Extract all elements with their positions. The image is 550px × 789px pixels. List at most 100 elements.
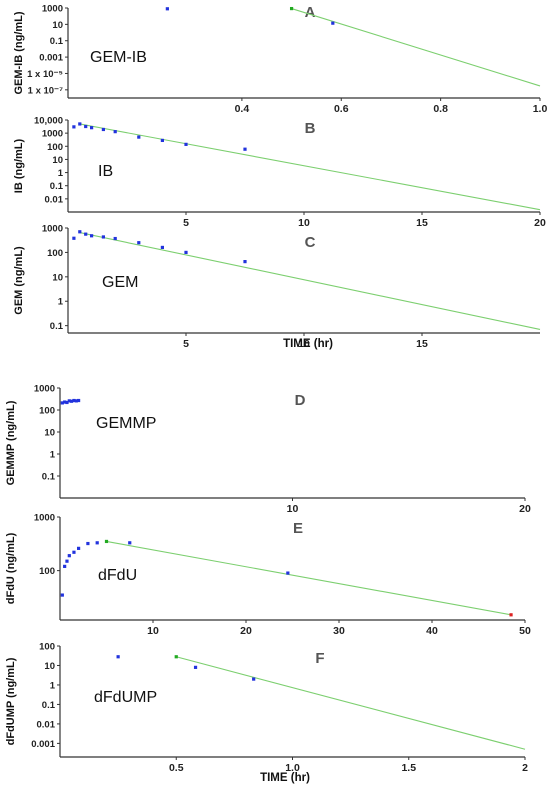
chart-panel-d: 1000 100 10 1 0.1 10 20 GEMMP (ng/mL) D GEMMP — [5, 384, 531, 516]
y-tick-label: 100 — [47, 142, 63, 153]
data-point — [72, 125, 76, 129]
x-tick-label: 5 — [183, 338, 189, 350]
fit-line — [176, 656, 526, 750]
y-tick-label: 0.1 — [50, 36, 64, 47]
x-tick-label: 40 — [426, 625, 438, 637]
data-point — [74, 399, 78, 403]
x-tick-label: 0.5 — [169, 762, 184, 774]
data-point — [60, 401, 64, 405]
data-point — [90, 234, 94, 238]
x-tick-label: 2 — [522, 762, 528, 774]
y-tick-label: 0.01 — [37, 719, 56, 730]
y-tick-label: 1 — [58, 297, 64, 308]
panel-letter: E — [293, 520, 303, 537]
data-point — [113, 130, 117, 134]
analyte-label: GEMMP — [96, 415, 156, 432]
x-tick-label: 10 — [147, 625, 159, 637]
data-point — [252, 677, 256, 681]
data-point — [84, 124, 88, 129]
y-tick-label: 100 — [39, 406, 55, 417]
data-point — [137, 135, 141, 139]
fit-line — [79, 123, 541, 211]
data-point — [77, 398, 81, 403]
chart-panel-f: 100 10 1 0.1 0.01 0.001 0.5 1.0 1.5 2 dFdUMP (ng/m… — [5, 642, 528, 785]
y-tick-label: 1000 — [42, 4, 63, 15]
data-point — [63, 564, 67, 568]
y-tick-label: 0.1 — [50, 181, 64, 192]
data-point — [101, 235, 105, 239]
analyte-label: GEM — [102, 274, 138, 291]
panel-letter: C — [305, 234, 316, 251]
data-point — [165, 7, 169, 11]
x-tick-label: 5 — [183, 217, 189, 229]
y-tick-label: 1 — [58, 168, 64, 179]
y-tick-label: 1 — [50, 680, 56, 691]
panel-letter: D — [295, 392, 306, 409]
x-tick-label: 1.0 — [533, 103, 548, 115]
data-point — [70, 399, 74, 403]
data-point — [104, 539, 109, 544]
y-tick-label: 1000 — [34, 513, 55, 524]
y-tick-label: 1000 — [42, 129, 63, 140]
x-tick-label: 20 — [240, 625, 252, 637]
panel-letter: A — [305, 4, 316, 21]
y-tick-label: 100 — [47, 248, 63, 259]
x-tick-label: 10 — [298, 217, 310, 229]
data-point — [72, 550, 76, 554]
y-tick-label: 10 — [44, 661, 55, 672]
y-axis-label: GEMMP (ng/mL) — [5, 400, 17, 485]
x-tick-label: 15 — [416, 217, 428, 229]
x-tick-label: 0.4 — [235, 103, 250, 115]
data-point — [65, 400, 69, 405]
analyte-label: GEM-IB — [90, 49, 147, 66]
data-point — [184, 250, 188, 255]
y-axis-label: GEM-IB (ng/mL) — [13, 11, 25, 94]
y-tick-label: 0.001 — [39, 53, 63, 64]
panel-letter: F — [315, 650, 324, 667]
y-tick-label: 0.1 — [50, 321, 64, 332]
data-point — [65, 559, 69, 563]
y-tick-label: 1000 — [34, 384, 55, 395]
y-tick-label: 10 — [52, 272, 63, 283]
data-point — [90, 126, 94, 130]
data-point — [286, 571, 290, 575]
data-point — [72, 236, 76, 240]
x-tick-label: 15 — [416, 338, 428, 350]
x-tick-label: 20 — [519, 503, 531, 515]
data-point — [84, 232, 88, 236]
x-axis-label: TIME (hr) — [260, 772, 310, 784]
fit-line — [79, 232, 541, 330]
x-tick-label: 20 — [534, 217, 546, 229]
data-point — [160, 138, 164, 143]
data-point — [67, 554, 71, 558]
data-point — [77, 546, 81, 550]
fit-line — [291, 8, 541, 87]
data-point — [289, 6, 294, 11]
data-point — [67, 399, 71, 403]
panel-letter: B — [305, 120, 316, 137]
y-axis-label: GEM (ng/mL) — [13, 246, 25, 315]
data-point — [78, 122, 82, 126]
data-point — [160, 245, 164, 250]
data-point — [184, 142, 188, 146]
chart-panel-c: 1000 100 10 1 0.1 5 10 15 GEM (ng/mL) TIME (hr) C G… — [13, 224, 541, 350]
y-tick-label: 0.001 — [31, 739, 55, 750]
x-axis-label: TIME (hr) — [283, 338, 333, 350]
y-axis-label: IB (ng/mL) — [13, 138, 25, 193]
x-tick-label: 0.6 — [334, 103, 349, 115]
data-point — [243, 260, 247, 264]
x-tick-label: 1.5 — [401, 762, 416, 774]
chart-panel-b: 10,000 1000 100 10 1 0.1 0.01 5 10 15 20 IB (ng/mL)… — [13, 116, 546, 230]
data-point — [116, 655, 120, 659]
x-tick-label: 30 — [333, 625, 345, 637]
analyte-label: dFdU — [98, 567, 137, 584]
x-tick-label: 10 — [298, 338, 310, 350]
y-tick-label: 1 x 10⁻⁷ — [28, 85, 63, 96]
y-tick-label: 100 — [39, 566, 55, 577]
data-point — [509, 613, 513, 617]
data-point — [101, 127, 105, 132]
y-tick-label: 0.1 — [42, 700, 56, 711]
y-tick-label: 10,000 — [34, 116, 63, 127]
